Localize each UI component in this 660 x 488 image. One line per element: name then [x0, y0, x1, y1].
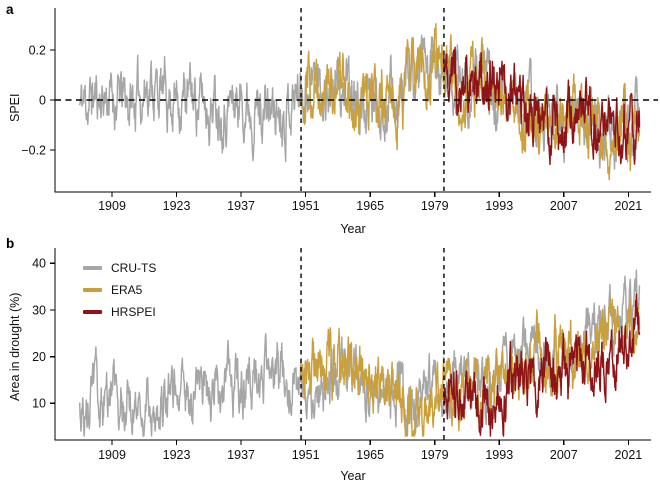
svg-text:20: 20 — [32, 350, 46, 364]
svg-text:40: 40 — [32, 257, 46, 271]
svg-text:2021: 2021 — [614, 448, 642, 462]
legend-swatch-era5 — [83, 288, 102, 292]
svg-text:1965: 1965 — [356, 199, 384, 213]
legend-swatch-hrspei — [83, 310, 102, 314]
panel-b-x-axis-title: Year — [340, 469, 366, 483]
svg-text:1923: 1923 — [163, 448, 191, 462]
svg-text:30: 30 — [32, 303, 46, 317]
svg-text:1979: 1979 — [421, 199, 449, 213]
svg-text:1965: 1965 — [356, 448, 384, 462]
legend-label-hrspei: HRSPEI — [111, 305, 156, 319]
legend-label-cru-ts: CRU-TS — [111, 261, 157, 275]
svg-text:10: 10 — [32, 397, 46, 411]
svg-text:1923: 1923 — [163, 199, 191, 213]
svg-text:1909: 1909 — [98, 199, 126, 213]
svg-text:2021: 2021 — [614, 199, 642, 213]
svg-text:1909: 1909 — [98, 448, 126, 462]
svg-text:1951: 1951 — [292, 448, 320, 462]
svg-text:1937: 1937 — [227, 448, 255, 462]
panel-b-y-axis-title: Area in drought (%) — [8, 292, 22, 401]
panel-b-label: b — [6, 236, 15, 251]
legend: CRU-TS ERA5 HRSPEI — [83, 257, 156, 323]
panel-a-label: a — [6, 2, 14, 17]
svg-text:1937: 1937 — [227, 199, 255, 213]
svg-text:0.2: 0.2 — [29, 43, 46, 57]
svg-text:1951: 1951 — [292, 199, 320, 213]
svg-text:−0.2: −0.2 — [21, 143, 46, 157]
svg-text:1993: 1993 — [485, 448, 513, 462]
legend-item-hrspei: HRSPEI — [83, 301, 156, 323]
legend-label-era5: ERA5 — [111, 283, 143, 297]
legend-item-cru-ts: CRU-TS — [83, 257, 156, 279]
svg-text:1993: 1993 — [485, 199, 513, 213]
svg-text:1979: 1979 — [421, 448, 449, 462]
legend-item-era5: ERA5 — [83, 279, 156, 301]
panel-a-x-axis-title: Year — [340, 222, 366, 236]
svg-text:2007: 2007 — [550, 448, 578, 462]
svg-text:2007: 2007 — [550, 199, 578, 213]
svg-text:0: 0 — [39, 93, 46, 107]
panel-a-y-axis-title: SPEI — [8, 93, 22, 123]
legend-swatch-cru-ts — [83, 266, 102, 270]
